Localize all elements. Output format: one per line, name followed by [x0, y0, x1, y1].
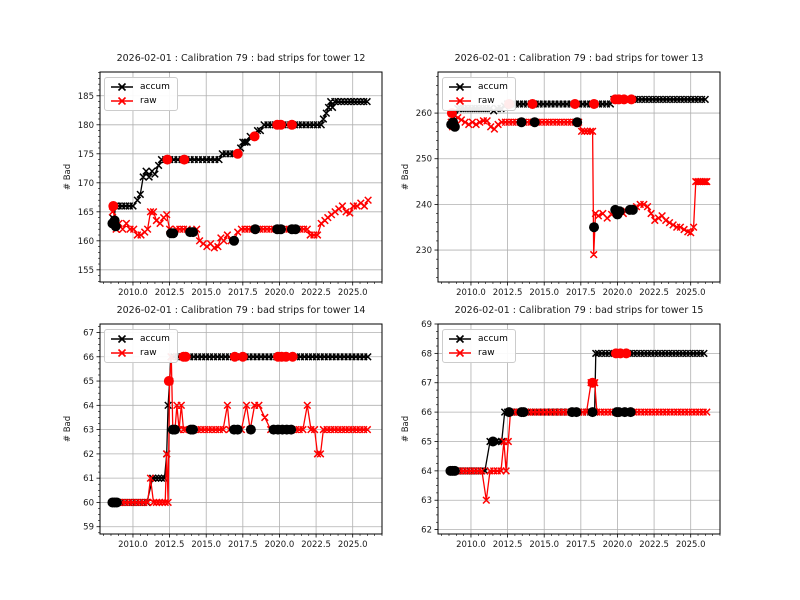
svg-text:2017.5: 2017.5 [228, 540, 258, 550]
y-axis-label-tower15: # Bad [401, 415, 411, 443]
legend-entry-accum: accum [110, 81, 170, 93]
svg-text:2020.0: 2020.0 [603, 540, 633, 550]
subplot-tower13-title: 2026-02-01 : Calibration 79 : bad strips… [454, 53, 704, 64]
svg-text:61: 61 [83, 474, 94, 484]
svg-text:2025.0: 2025.0 [676, 540, 706, 550]
legend-entry-raw: raw [448, 95, 508, 107]
legend-tower12: accum raw [104, 77, 178, 111]
svg-text:2022.5: 2022.5 [301, 288, 331, 298]
svg-text:2025.0: 2025.0 [338, 540, 368, 550]
svg-text:2017.5: 2017.5 [566, 540, 596, 550]
svg-text:170: 170 [78, 179, 94, 189]
legend-label-raw: raw [478, 96, 495, 106]
svg-text:2020.0: 2020.0 [265, 288, 295, 298]
raw-x-marker-icon [111, 348, 133, 358]
legend-entry-accum: accum [110, 333, 170, 345]
legend-tower14: accum raw [104, 329, 178, 363]
svg-text:155: 155 [78, 266, 94, 276]
accum-x-marker-icon [111, 82, 133, 92]
svg-text:2015.0: 2015.0 [191, 540, 221, 550]
legend-entry-raw: raw [110, 95, 170, 107]
legend-tower13: accum raw [442, 77, 516, 111]
svg-text:2015.0: 2015.0 [529, 540, 559, 550]
svg-text:62: 62 [83, 450, 94, 460]
svg-text:64: 64 [421, 467, 432, 477]
svg-text:66: 66 [83, 353, 94, 363]
svg-text:62: 62 [421, 526, 432, 536]
y-axis-label-tower14: # Bad [63, 415, 73, 443]
svg-text:2025.0: 2025.0 [676, 288, 706, 298]
legend-label-accum: accum [140, 334, 170, 344]
svg-text:59: 59 [83, 523, 94, 533]
svg-text:165: 165 [78, 208, 94, 218]
svg-text:2012.5: 2012.5 [493, 288, 523, 298]
legend-tower15: accum raw [442, 329, 516, 363]
svg-text:65: 65 [421, 437, 432, 447]
svg-text:2010.0: 2010.0 [456, 540, 486, 550]
legend-label-accum: accum [140, 82, 170, 92]
svg-text:185: 185 [78, 92, 94, 102]
legend-label-raw: raw [140, 96, 157, 106]
legend-label-raw: raw [140, 348, 157, 358]
svg-text:67: 67 [83, 328, 94, 338]
svg-text:180: 180 [78, 121, 94, 131]
svg-text:2017.5: 2017.5 [566, 288, 596, 298]
svg-text:2010.0: 2010.0 [456, 288, 486, 298]
raw-x-marker-icon [449, 348, 471, 358]
svg-text:2012.5: 2012.5 [155, 540, 185, 550]
subplot-tower14-title: 2026-02-01 : Calibration 79 : bad strips… [116, 305, 366, 316]
svg-text:175: 175 [78, 150, 94, 160]
svg-text:69: 69 [421, 320, 432, 330]
svg-text:2012.5: 2012.5 [155, 288, 185, 298]
svg-text:2012.5: 2012.5 [493, 540, 523, 550]
legend-label-accum: accum [478, 334, 508, 344]
raw-x-marker-icon [111, 96, 133, 106]
subplot-tower12-title: 2026-02-01 : Calibration 79 : bad strips… [116, 53, 366, 64]
accum-x-marker-icon [449, 82, 471, 92]
svg-text:260: 260 [416, 109, 432, 119]
svg-text:230: 230 [416, 246, 432, 256]
raw-x-marker-icon [449, 96, 471, 106]
svg-text:2010.0: 2010.0 [118, 540, 148, 550]
accum-x-marker-icon [111, 334, 133, 344]
y-axis-label-tower13: # Bad [401, 163, 411, 191]
svg-text:64: 64 [83, 401, 94, 411]
legend-label-raw: raw [478, 348, 495, 358]
svg-text:160: 160 [78, 237, 94, 247]
legend-label-accum: accum [478, 82, 508, 92]
svg-text:65: 65 [83, 377, 94, 387]
svg-text:2010.0: 2010.0 [118, 288, 148, 298]
legend-entry-accum: accum [448, 333, 508, 345]
svg-text:2022.5: 2022.5 [639, 540, 669, 550]
svg-text:250: 250 [416, 155, 432, 165]
svg-text:2020.0: 2020.0 [603, 288, 633, 298]
svg-text:63: 63 [421, 496, 432, 506]
svg-text:2025.0: 2025.0 [338, 288, 368, 298]
svg-text:2022.5: 2022.5 [639, 288, 669, 298]
svg-text:68: 68 [421, 349, 432, 359]
accum-x-marker-icon [449, 334, 471, 344]
legend-entry-accum: accum [448, 81, 508, 93]
svg-text:2017.5: 2017.5 [228, 288, 258, 298]
svg-text:240: 240 [416, 200, 432, 210]
svg-text:2020.0: 2020.0 [265, 540, 295, 550]
svg-text:67: 67 [421, 379, 432, 389]
svg-text:60: 60 [83, 498, 94, 508]
svg-text:66: 66 [421, 408, 432, 418]
subplot-tower15-title: 2026-02-01 : Calibration 79 : bad strips… [454, 305, 704, 316]
svg-text:2022.5: 2022.5 [301, 540, 331, 550]
legend-entry-raw: raw [448, 347, 508, 359]
svg-text:2015.0: 2015.0 [529, 288, 559, 298]
svg-text:2015.0: 2015.0 [191, 288, 221, 298]
svg-text:63: 63 [83, 426, 94, 436]
y-axis-label-tower12: # Bad [63, 163, 73, 191]
legend-entry-raw: raw [110, 347, 170, 359]
